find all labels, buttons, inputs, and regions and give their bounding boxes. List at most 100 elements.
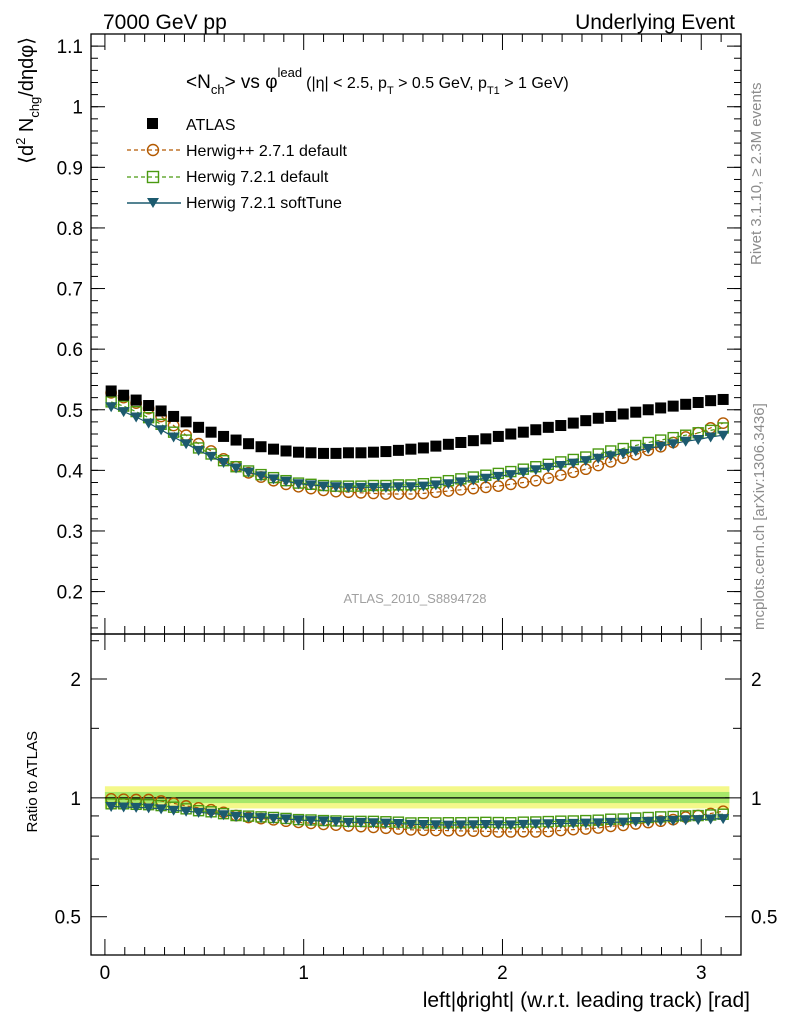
main-point-0-1 (118, 389, 130, 401)
main-ytick-label-6: 0.8 (57, 219, 83, 240)
ratio-point-2-31 (492, 820, 505, 831)
ratio-point-2-7 (192, 807, 205, 818)
main-point-0-42 (630, 406, 642, 418)
ratio-point-2-1 (117, 802, 130, 813)
main-point-3-8 (205, 451, 218, 462)
main-point-0-8 (205, 426, 217, 438)
rivet-version-label: Rivet 3.1.10, ≥ 2.3M events (748, 83, 765, 266)
plot-title-main-sup: lead (278, 65, 303, 80)
legend-marker-herwig7 (146, 170, 160, 184)
y-axis-label-main-b: N (16, 118, 38, 138)
axes: 0.2 0.3 0.4 0.5 0.6 0.7 0.8 0.9 1 1.1 0 1 2 3 0.5 0.5 1 1… (55, 33, 777, 984)
main-point-3-2 (130, 412, 143, 423)
main-point-0-35 (542, 421, 554, 433)
main-point-3-34 (529, 465, 542, 476)
main-point-3-26 (429, 480, 442, 491)
main-point-3-18 (329, 482, 342, 493)
header-right: Underlying Event (575, 11, 735, 34)
main-point-0-39 (592, 412, 604, 424)
main-point-3-25 (417, 481, 430, 492)
legend-marker-softtune (147, 198, 159, 208)
legend-label-herwigpp: Herwig++ 2.7.1 default (186, 143, 348, 160)
ratio-point-2-18 (329, 817, 342, 828)
main-point-3-32 (504, 470, 517, 481)
main-point-3-48 (704, 432, 717, 443)
main-point-3-31 (492, 471, 505, 482)
main-point-3-20 (354, 482, 367, 493)
main-point-0-16 (305, 447, 317, 459)
main-series-3 (105, 402, 730, 493)
ratio-point-2-16 (304, 816, 317, 827)
ratio-point-2-3 (142, 803, 155, 814)
main-point-0-46 (680, 398, 692, 410)
ratio-xtick-label-1: 1 (298, 963, 309, 984)
main-point-1-34 (529, 474, 542, 487)
ratio-point-2-40 (604, 817, 617, 828)
legend-label-atlas: ATLAS (186, 117, 236, 134)
ratio-point-2-35 (542, 819, 555, 830)
main-point-0-20 (355, 447, 367, 459)
main-point-0-21 (367, 446, 379, 458)
ratio-point-2-27 (442, 820, 455, 831)
ratio-ytick-label-left-0: 0.5 (55, 908, 81, 929)
legend-marker-atlas (147, 118, 158, 129)
main-point-0-12 (255, 441, 267, 453)
ratio-point-2-38 (579, 818, 592, 829)
ratio-point-2-34 (529, 819, 542, 830)
main-ytick-label-4: 0.6 (57, 340, 83, 361)
mcplots-label: mcplots.cern.ch [arXiv:1306.3436] (751, 403, 768, 630)
plot-title-cuts-b-sub: T1 (487, 85, 500, 97)
main-point-3-1 (117, 407, 130, 418)
main-point-3-46 (679, 436, 692, 447)
main-point-3-17 (317, 481, 330, 492)
main-point-0-34 (530, 424, 542, 436)
main-point-0-13 (268, 443, 280, 455)
main-point-0-41 (617, 408, 629, 420)
ratio-point-2-0 (105, 801, 118, 812)
ratio-xtick-label-0: 0 (100, 963, 111, 984)
ratio-point-2-26 (429, 820, 442, 831)
main-point-3-43 (642, 444, 655, 455)
legend-item-herwig7: Herwig 7.2.1 default (127, 169, 329, 186)
main-point-3-15 (292, 479, 305, 490)
plot-title-main-sub: ch (211, 82, 225, 97)
ratio-point-2-33 (517, 819, 530, 830)
main-point-3-11 (242, 467, 255, 478)
main-point-0-32 (505, 428, 517, 440)
y-axis-label-ratio: Ratio to ATLAS (24, 731, 41, 832)
y-axis-label-main-sup: 2 (13, 138, 28, 145)
ratio-point-2-30 (479, 820, 492, 831)
main-point-0-37 (567, 417, 579, 429)
main-point-0-44 (655, 402, 667, 414)
main-point-3-19 (342, 482, 355, 493)
ratio-point-2-22 (379, 818, 392, 829)
ratio-point-2-17 (317, 816, 330, 827)
ratio-point-2-48 (704, 814, 717, 825)
main-point-3-12 (255, 471, 268, 482)
main-series-0 (105, 385, 729, 459)
main-point-0-23 (392, 444, 404, 456)
main-point-0-14 (280, 445, 292, 457)
main-point-0-5 (168, 410, 180, 422)
main-point-3-23 (392, 482, 405, 493)
legend-marker-herwigpp (146, 143, 160, 157)
plot-title-cuts-a-sub: T (387, 85, 394, 97)
main-point-0-7 (193, 421, 205, 433)
main-point-3-45 (667, 439, 680, 450)
main-point-3-44 (654, 441, 667, 452)
ratio-point-2-28 (454, 820, 467, 831)
ratio-point-2-25 (417, 820, 430, 831)
main-point-3-0 (105, 402, 118, 413)
ratio-point-2-29 (467, 820, 480, 831)
ratio-point-2-13 (267, 813, 280, 824)
main-point-0-17 (317, 447, 329, 459)
main-point-3-49 (717, 430, 730, 441)
legend-item-softtune: Herwig 7.2.1 softTune (127, 195, 342, 212)
ratio-point-2-49 (717, 814, 730, 825)
ratio-point-2-43 (642, 816, 655, 827)
main-point-3-42 (629, 446, 642, 457)
ratio-panel-frame (90, 633, 742, 956)
ratio-point-2-42 (629, 817, 642, 828)
main-ytick-label-5: 0.7 (57, 280, 83, 301)
